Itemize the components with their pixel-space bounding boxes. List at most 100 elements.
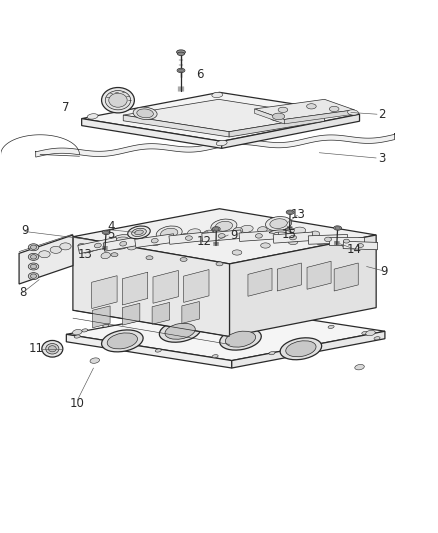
Ellipse shape (107, 333, 137, 349)
Ellipse shape (109, 93, 127, 107)
Text: 14: 14 (346, 244, 361, 256)
Ellipse shape (213, 228, 219, 230)
Polygon shape (221, 114, 359, 148)
Ellipse shape (287, 211, 292, 214)
Ellipse shape (212, 354, 218, 358)
Ellipse shape (87, 114, 98, 119)
Ellipse shape (28, 253, 39, 261)
Ellipse shape (278, 107, 287, 112)
Ellipse shape (240, 225, 253, 232)
Polygon shape (66, 334, 231, 368)
Ellipse shape (133, 107, 157, 119)
Ellipse shape (354, 365, 364, 370)
Polygon shape (306, 261, 330, 289)
Polygon shape (181, 302, 199, 324)
Ellipse shape (177, 68, 184, 72)
Polygon shape (238, 230, 278, 241)
Polygon shape (103, 236, 143, 251)
Text: 2: 2 (378, 108, 385, 120)
Polygon shape (247, 268, 272, 296)
Polygon shape (284, 110, 353, 124)
Ellipse shape (101, 330, 143, 352)
Ellipse shape (327, 325, 333, 328)
Polygon shape (272, 232, 312, 243)
Ellipse shape (30, 255, 36, 259)
Ellipse shape (50, 246, 61, 253)
Ellipse shape (212, 92, 222, 98)
Polygon shape (169, 232, 208, 244)
Ellipse shape (260, 243, 270, 248)
Ellipse shape (120, 241, 127, 246)
Text: 10: 10 (70, 397, 85, 409)
Ellipse shape (269, 219, 286, 229)
Ellipse shape (137, 109, 153, 118)
Ellipse shape (288, 239, 297, 245)
Ellipse shape (28, 244, 39, 251)
Polygon shape (122, 272, 148, 305)
Ellipse shape (160, 228, 177, 238)
Ellipse shape (292, 227, 305, 234)
Polygon shape (78, 237, 118, 254)
Polygon shape (19, 235, 73, 284)
Ellipse shape (269, 111, 287, 121)
Polygon shape (92, 306, 110, 328)
Ellipse shape (365, 330, 374, 336)
Ellipse shape (142, 318, 148, 321)
Ellipse shape (225, 331, 255, 347)
Polygon shape (333, 263, 357, 291)
Ellipse shape (268, 352, 275, 355)
Text: 9: 9 (21, 224, 28, 237)
Polygon shape (122, 303, 140, 325)
Ellipse shape (334, 227, 339, 229)
Ellipse shape (134, 236, 147, 243)
Polygon shape (81, 92, 359, 141)
Polygon shape (92, 276, 117, 309)
Text: 12: 12 (196, 235, 211, 248)
Ellipse shape (324, 237, 331, 241)
Polygon shape (277, 263, 300, 291)
Text: 6: 6 (196, 68, 203, 82)
Ellipse shape (39, 251, 50, 258)
Ellipse shape (102, 324, 109, 327)
Polygon shape (254, 109, 284, 124)
Ellipse shape (101, 87, 134, 113)
Polygon shape (66, 306, 384, 361)
Text: 3: 3 (377, 152, 384, 165)
Polygon shape (328, 237, 363, 245)
Ellipse shape (233, 228, 242, 233)
Ellipse shape (187, 229, 200, 236)
Polygon shape (73, 209, 375, 264)
Ellipse shape (102, 100, 134, 108)
Text: 15: 15 (281, 229, 295, 241)
Ellipse shape (179, 233, 189, 240)
Ellipse shape (314, 239, 324, 245)
Ellipse shape (46, 344, 59, 354)
Ellipse shape (177, 52, 184, 55)
Polygon shape (134, 234, 174, 247)
Polygon shape (183, 270, 208, 302)
Polygon shape (229, 235, 375, 336)
Ellipse shape (30, 245, 36, 249)
Text: 7: 7 (62, 101, 69, 114)
Text: 13: 13 (77, 248, 92, 261)
Ellipse shape (146, 256, 152, 260)
Ellipse shape (279, 338, 321, 360)
Ellipse shape (103, 231, 109, 234)
Polygon shape (152, 270, 178, 303)
Text: 9: 9 (229, 229, 237, 243)
Ellipse shape (265, 216, 291, 231)
Polygon shape (231, 332, 384, 368)
Ellipse shape (102, 230, 110, 235)
Ellipse shape (134, 230, 143, 235)
Ellipse shape (60, 243, 71, 250)
Polygon shape (268, 230, 292, 233)
Ellipse shape (361, 332, 367, 335)
Ellipse shape (180, 257, 187, 262)
Ellipse shape (309, 231, 319, 237)
Polygon shape (81, 118, 221, 148)
Ellipse shape (347, 110, 357, 115)
Ellipse shape (165, 324, 195, 340)
Ellipse shape (210, 219, 237, 233)
Ellipse shape (101, 253, 110, 259)
Ellipse shape (341, 242, 350, 247)
